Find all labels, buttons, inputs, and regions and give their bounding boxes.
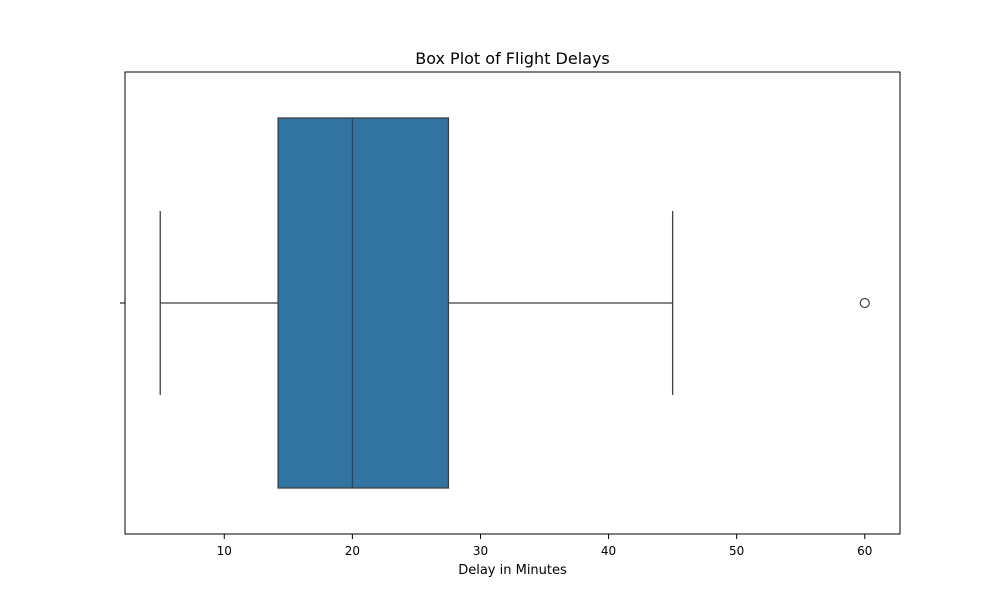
- x-tick-label: 50: [729, 544, 744, 558]
- outlier-point: [859, 297, 870, 309]
- plot-area: [124, 71, 901, 535]
- x-axis-label: Delay in Minutes: [458, 563, 567, 578]
- x-tick-label: 10: [217, 544, 232, 558]
- iqr-box: [277, 117, 450, 489]
- x-tick-label: 40: [601, 544, 616, 558]
- x-tick-label: 20: [345, 544, 360, 558]
- x-axis-ticks: 10 20 30 40 50 60: [120, 302, 872, 558]
- chart-title: Box Plot of Flight Delays: [415, 49, 610, 68]
- x-tick-label: 60: [857, 544, 872, 558]
- x-tick-label: 30: [473, 544, 488, 558]
